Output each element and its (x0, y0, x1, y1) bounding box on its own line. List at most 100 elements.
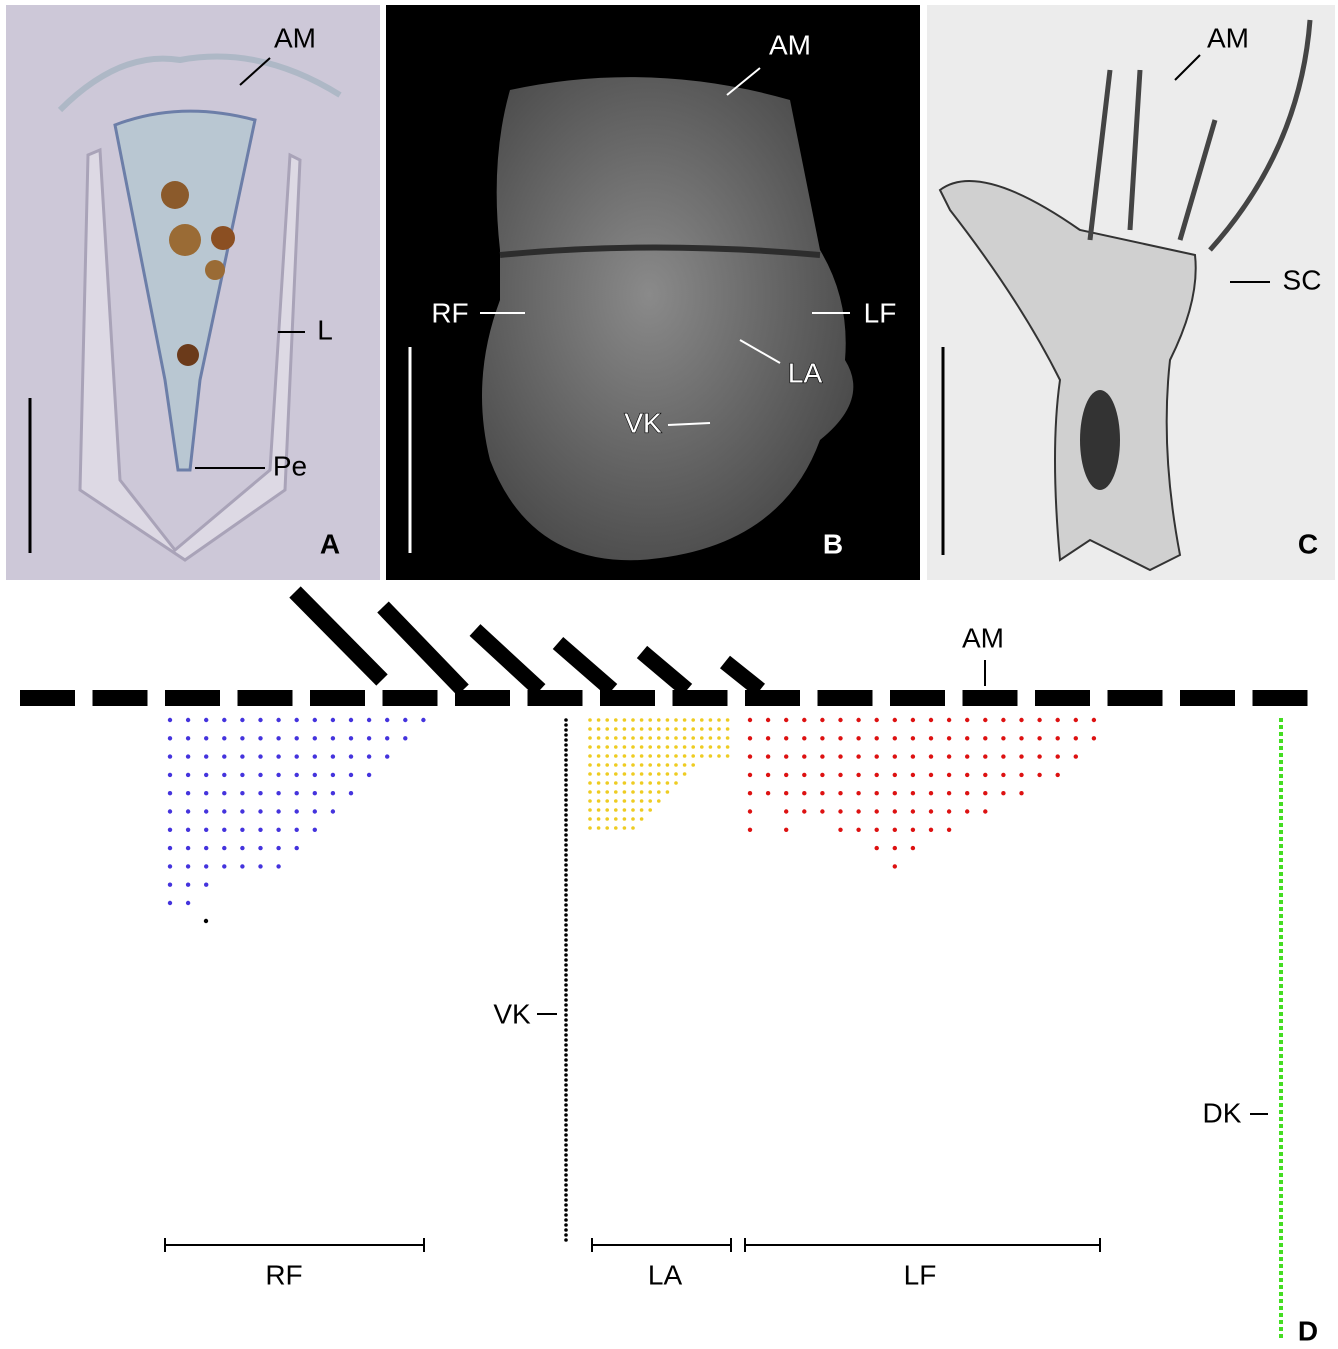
kinety-dot (312, 736, 317, 741)
kinety-dot (802, 772, 807, 778)
kinety-dot (222, 736, 227, 741)
membranelle (962, 690, 1018, 706)
kinety-dot (874, 809, 879, 814)
membranelle (1107, 690, 1163, 706)
kinety-dot (910, 754, 916, 759)
kinety-dot (965, 809, 970, 814)
kinety-dot (564, 1053, 568, 1057)
kinety-dot (564, 993, 568, 997)
kinety-dot (276, 791, 281, 796)
kinety-dot (258, 845, 263, 851)
kinety-dot (203, 918, 209, 924)
kinety-dot (258, 754, 263, 759)
annotation: RF (431, 297, 468, 328)
kinety-dot (784, 809, 789, 814)
membranelle (237, 690, 293, 706)
kinety-dot (312, 827, 317, 832)
kinety-dot (605, 718, 609, 722)
kinety-dot (765, 754, 771, 759)
membranelle (1180, 690, 1235, 706)
kinety-dot (700, 745, 704, 749)
panel-a: AM L Pe A (6, 5, 380, 580)
kinety-dot (588, 781, 592, 785)
kinety-dot (856, 772, 861, 778)
kinety-dot (928, 736, 934, 741)
membranelle (890, 690, 945, 706)
kinety-dot (639, 817, 644, 821)
kinety-dot (983, 736, 988, 741)
membranelle (20, 690, 75, 706)
kinety-dot (564, 893, 568, 897)
kinety-dot (1073, 717, 1079, 723)
kinety-dot (892, 754, 897, 759)
kinety-dot (657, 736, 661, 740)
kinety-dot (564, 788, 568, 792)
kinety-dot (185, 864, 191, 869)
kinety-dot (765, 791, 771, 796)
kinety-dot (665, 772, 670, 776)
kinety-dot (167, 717, 173, 723)
kinety-dot (747, 736, 753, 741)
kinety-dot (294, 736, 299, 741)
kinety-dot (588, 763, 592, 767)
kinety-dot (564, 1223, 568, 1227)
kinety-dot (240, 717, 245, 723)
kinety-dot (185, 827, 191, 832)
kinety-dot (564, 878, 568, 882)
kinety-dot (564, 1008, 568, 1012)
kinety-dot (674, 781, 678, 785)
kinety-dot (856, 754, 861, 759)
annotation: VK (493, 998, 531, 1029)
kinety-dot (725, 718, 730, 722)
panel-d: AM VK DK RF LA LF D (20, 586, 1318, 1346)
kinety-dot (312, 754, 317, 759)
kinety-dot (348, 772, 354, 778)
kinety-dot (588, 745, 592, 749)
kinety-dot (564, 1043, 568, 1047)
kinety-dot (564, 1058, 568, 1062)
kinety-dot (596, 799, 601, 803)
annotation: AM (274, 22, 316, 53)
kinety-dot (564, 1183, 568, 1187)
kinety-dot (665, 781, 670, 785)
kinety-dot (605, 808, 609, 812)
kinety-dot (648, 763, 652, 767)
kinety-dot (665, 736, 670, 740)
kinety-dot (564, 1028, 568, 1032)
kinety-dot (564, 763, 568, 767)
kinety-dot (167, 791, 173, 796)
membranelle (817, 690, 873, 706)
kinety-dot (564, 1098, 568, 1102)
kinety-dot (258, 864, 263, 869)
kinety-dot (167, 736, 173, 741)
kinety-dot (648, 790, 652, 794)
kinety-dot (204, 754, 209, 759)
membranelle (455, 690, 510, 706)
kinety-dot (622, 772, 627, 776)
kinety-dot (910, 791, 916, 796)
kinety-dot (1055, 717, 1060, 723)
kinety-dot (564, 753, 568, 757)
kinety-dot (276, 809, 281, 814)
kinety-dot (674, 772, 678, 776)
membranelle (92, 690, 148, 706)
field-label: LF (904, 1259, 937, 1290)
kinety-dot (330, 809, 336, 814)
kinety-dot (983, 791, 988, 796)
kinety-dot (747, 827, 753, 832)
kinety-dot (240, 845, 245, 851)
kinety-dot (240, 864, 245, 869)
kinety-dot (946, 809, 952, 814)
kinety-dot (674, 736, 678, 740)
kinety-dot (167, 772, 173, 778)
kinety-dot (403, 736, 408, 741)
kinety-dot (330, 791, 336, 796)
kinety-dot (708, 745, 713, 749)
kinety-dot (639, 745, 644, 749)
annotation: LF (864, 297, 897, 328)
kinety-dot (605, 790, 609, 794)
kinety-dot (222, 754, 227, 759)
kinety-dot (564, 1228, 568, 1232)
kinety-dot (258, 717, 263, 723)
kinety-dot (596, 763, 601, 767)
